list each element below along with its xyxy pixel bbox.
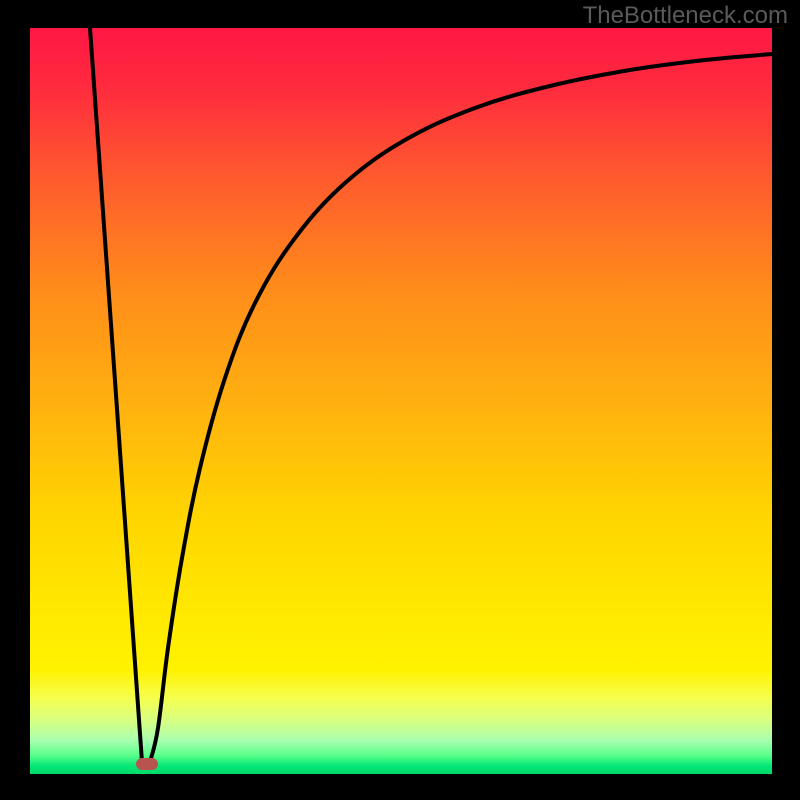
watermark-text: TheBottleneck.com xyxy=(583,2,788,30)
bottleneck-curve xyxy=(30,28,772,774)
plot-area xyxy=(30,28,772,774)
minimum-marker xyxy=(136,758,158,770)
